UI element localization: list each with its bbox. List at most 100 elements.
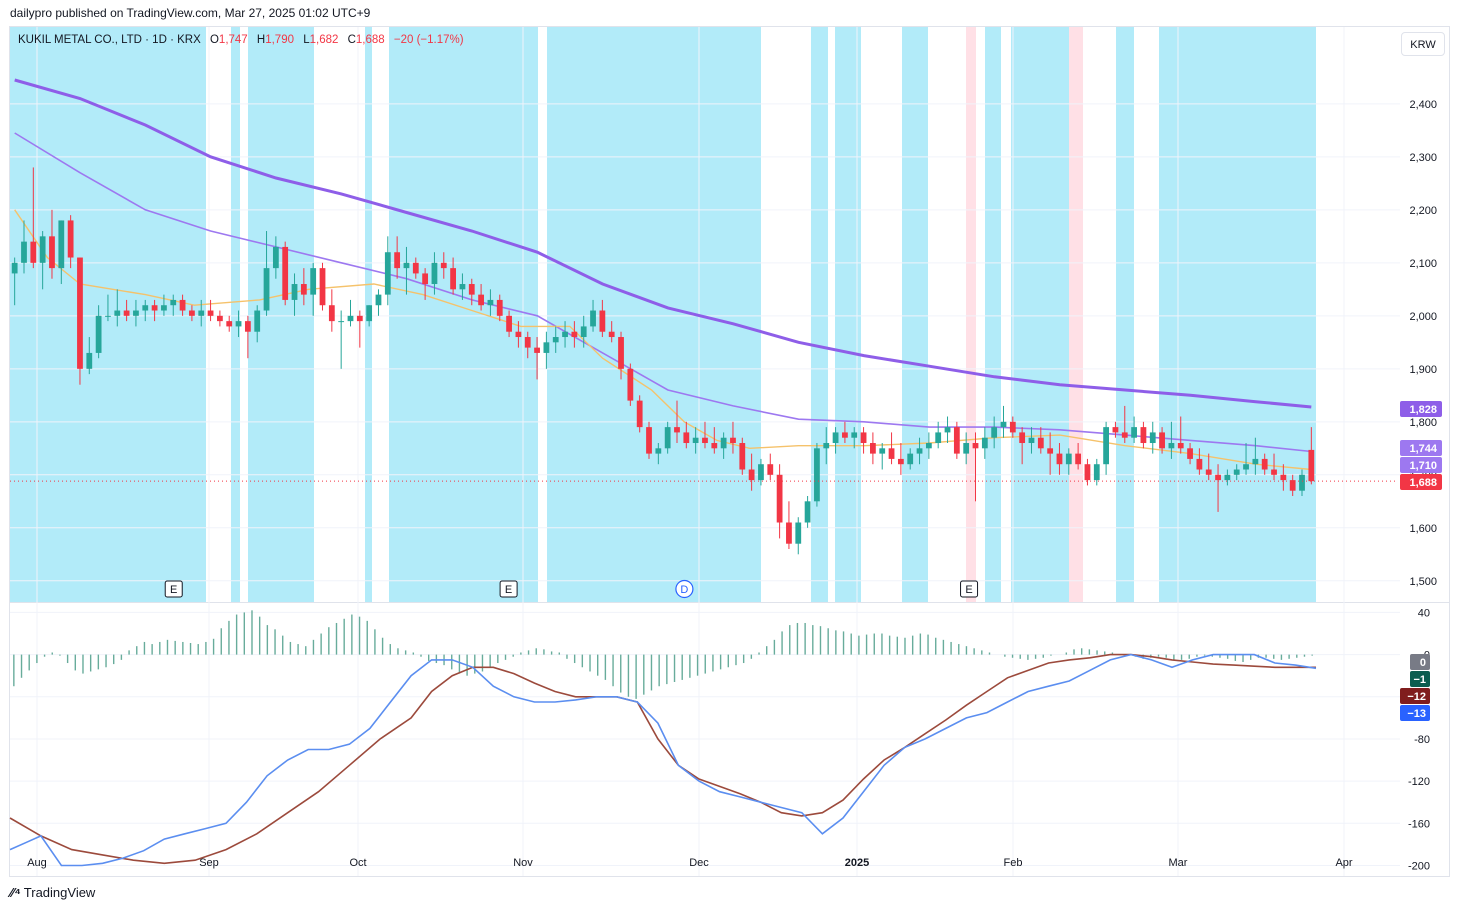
candle-body: [1075, 453, 1082, 465]
ma-short-line: [14, 209, 1312, 471]
candle-body: [179, 299, 186, 311]
candle-body: [907, 453, 914, 465]
tradingview-logo[interactable]: ⁄⁄⁴ TradingView: [10, 885, 95, 900]
candle-body: [1205, 469, 1212, 475]
candle-body: [981, 437, 988, 449]
price-label-text: 1,710: [1409, 460, 1437, 472]
time-tick-label: Feb: [1004, 857, 1023, 869]
candle-body: [870, 443, 876, 454]
candle-body: [562, 331, 568, 338]
candle-body: [86, 352, 93, 369]
candle-body: [142, 305, 149, 311]
candle-body: [254, 310, 261, 332]
candle-body: [105, 315, 111, 317]
candle-body: [1308, 449, 1315, 482]
candle-body: [226, 321, 233, 327]
earnings-marker: [164, 580, 183, 598]
time-tick-label: Apr: [1335, 857, 1352, 869]
tradingview-logo-icon: ⁄⁄⁴: [10, 885, 21, 900]
macd-tick-label: -120: [1408, 776, 1430, 788]
price-label-text: 1,688: [1409, 477, 1437, 489]
currency-button[interactable]: KRW: [1401, 32, 1445, 56]
candle-body: [608, 331, 615, 338]
candle-body: [1177, 443, 1184, 449]
candlesticks: [10, 167, 1398, 555]
candle-body: [366, 305, 373, 322]
candle-body: [217, 315, 223, 322]
candle-body: [1000, 421, 1007, 428]
candle-body: [636, 400, 643, 428]
candle-body: [291, 284, 298, 300]
time-tick-label: Nov: [513, 857, 533, 869]
candle-body: [133, 310, 139, 316]
macd-tick-label: -80: [1414, 734, 1430, 746]
grid-lines: [10, 27, 1450, 876]
candle-body: [879, 448, 886, 454]
candle-body: [534, 347, 540, 353]
candle-body: [1084, 464, 1091, 481]
candle-body: [1019, 432, 1026, 444]
publish-header: dailypro published on TradingView.com, M…: [10, 6, 371, 20]
low-label: L: [303, 34, 310, 46]
price-tick-label: 2,400: [1409, 99, 1437, 111]
low-value: 1,682: [309, 34, 339, 46]
candle-body: [739, 443, 746, 470]
candle-body: [1149, 432, 1156, 444]
candle-body: [552, 337, 559, 343]
time-tick-label: Mar: [1169, 857, 1188, 869]
candle-body: [963, 443, 970, 454]
candle-body: [450, 268, 456, 290]
candle-body: [646, 427, 652, 454]
candle-body: [543, 342, 550, 353]
candle-body: [1280, 474, 1287, 481]
candle-body: [95, 315, 102, 353]
candle-body: [692, 437, 699, 444]
candle-body: [851, 432, 858, 438]
candle-body: [758, 464, 764, 481]
candle-body: [123, 310, 130, 316]
candle-body: [30, 241, 37, 263]
band-pink: [966, 27, 976, 602]
earnings-marker-label: E: [170, 584, 177, 596]
candle-body: [524, 337, 531, 348]
candle-body: [1140, 427, 1147, 444]
candle-body: [972, 443, 979, 449]
candle-body: [655, 448, 662, 454]
candle-body: [1215, 474, 1221, 481]
candle-body: [944, 427, 951, 433]
brand-name: TradingView: [23, 885, 96, 900]
price-label-box: [1400, 457, 1442, 473]
candle-body: [1261, 458, 1268, 470]
candle-body: [599, 310, 606, 332]
candle-body: [338, 321, 345, 323]
candle-body: [711, 443, 718, 449]
candle-body: [1065, 453, 1072, 465]
candle-body: [1047, 448, 1054, 454]
candle-body: [814, 448, 820, 502]
candle-body: [440, 262, 447, 269]
candle-body: [356, 315, 363, 322]
candle-body: [310, 268, 317, 295]
macd-lines: [9, 653, 1317, 867]
candle-body: [189, 310, 195, 316]
candle-body: [300, 284, 307, 295]
candle-body: [347, 315, 354, 322]
change-value: −20 (−1.17%): [393, 34, 464, 46]
dividend-marker-label: D: [680, 584, 688, 596]
candle-body: [1196, 458, 1203, 470]
candle-body: [1121, 432, 1128, 438]
band-blue: [1159, 27, 1316, 602]
candle-body: [244, 321, 251, 332]
candle-body: [1233, 469, 1240, 475]
candle-body: [282, 246, 289, 300]
price-labels: 1,828 1,744 1,710 1,688: [1400, 401, 1442, 490]
candle-body: [1037, 437, 1044, 449]
candle-body: [674, 427, 680, 433]
candle-body: [571, 331, 578, 338]
candle-body: [384, 252, 391, 295]
candle-body: [1224, 474, 1231, 481]
macd-histogram: [13, 610, 1313, 699]
candle-body: [515, 331, 522, 338]
